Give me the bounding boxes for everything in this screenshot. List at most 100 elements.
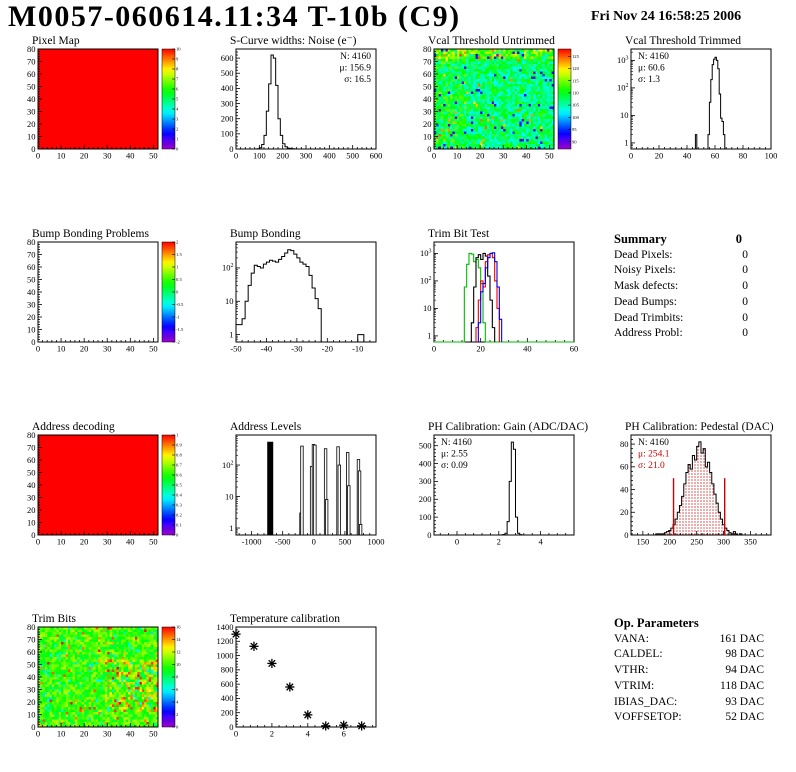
svg-text:200: 200 — [663, 537, 676, 547]
svg-text:125: 125 — [572, 54, 580, 59]
svg-text:-40: -40 — [261, 344, 272, 354]
svg-text:70: 70 — [423, 56, 432, 66]
svg-text:20: 20 — [423, 119, 432, 129]
svg-text:10: 10 — [57, 537, 65, 547]
svg-text:-50: -50 — [230, 344, 241, 354]
svg-text:0: 0 — [427, 144, 431, 154]
panel-trim-bit-test: 0 20 40 60 1 10 102 103 Trim Bit Test — [404, 226, 600, 362]
svg-text:-500: -500 — [275, 537, 291, 547]
svg-text:40: 40 — [27, 287, 36, 297]
bump_bonding-title: Bump Bonding — [230, 228, 301, 240]
vcal_untrimmed-chart: 0 10 20 30 40 5001020304050607080909510010511… — [423, 35, 580, 161]
svg-text:50: 50 — [545, 151, 554, 161]
svg-text:0.5: 0.5 — [176, 483, 182, 488]
scurve_noise-stat-line: μ: 156.9 — [340, 64, 372, 74]
ph_pedestal-stat-line: N: 4160 — [638, 438, 669, 448]
svg-text:150: 150 — [636, 537, 649, 547]
svg-text:4: 4 — [176, 107, 179, 112]
svg-text:10: 10 — [225, 491, 234, 501]
svg-text:500: 500 — [419, 441, 432, 451]
svg-text:500: 500 — [346, 151, 359, 161]
ph_pedestal-stat-line: σ: 21.0 — [638, 461, 665, 471]
summary-row-value: 0 — [742, 248, 748, 261]
vcal_trimmed-stat-line: σ: 1.3 — [638, 75, 660, 85]
summary-row-value: 0 — [742, 264, 748, 277]
svg-text:-30: -30 — [291, 344, 302, 354]
pixel_map-map — [38, 49, 158, 149]
svg-text:70: 70 — [27, 249, 36, 259]
svg-text:80: 80 — [27, 237, 36, 247]
svg-text:0.5: 0.5 — [176, 277, 182, 282]
svg-text:1: 1 — [176, 265, 179, 270]
svg-text:500: 500 — [339, 537, 352, 547]
svg-text:2: 2 — [176, 240, 179, 245]
svg-text:60: 60 — [27, 69, 36, 79]
svg-text:5: 5 — [176, 97, 179, 102]
vcal_trimmed-chart: 0 20 40 60 80 100 1 10 102 103 N: 4160 μ: 60.6σ: 1.… — [617, 35, 777, 161]
vcal_trimmed-histogram — [694, 56, 726, 150]
scurve_noise-title: S-Curve widths: Noise (e⁻) — [230, 35, 357, 47]
timestamp: Fri Nov 24 16:58:25 2006 — [591, 9, 742, 24]
svg-text:50: 50 — [149, 344, 158, 354]
svg-text:0: 0 — [312, 537, 316, 547]
svg-text:1: 1 — [229, 329, 233, 339]
svg-text:1: 1 — [176, 137, 179, 142]
svg-text:40: 40 — [522, 151, 531, 161]
svg-text:30: 30 — [423, 106, 432, 116]
svg-text:70: 70 — [27, 56, 36, 66]
svg-text:0.3: 0.3 — [176, 503, 182, 508]
svg-text:0: 0 — [176, 290, 179, 295]
trim_bit_test-series-0 — [434, 252, 574, 343]
panel-pixel-map: 0 10 20 30 40 50 0 10 20 30 40 50 60 70 80 0 1 2 3 4 5 6 7 8 9 10… — [8, 33, 204, 169]
svg-text:600: 600 — [221, 53, 234, 63]
svg-text:0.6: 0.6 — [176, 473, 182, 478]
svg-text:60: 60 — [27, 455, 36, 465]
address_levels-chart: -1000 -500 0 500 1000 1 10 102 Address Levels — [222, 421, 385, 547]
trim_bit_test-series-1 — [470, 252, 496, 343]
summary-row-label: Noisy Pixels: — [614, 264, 676, 277]
ph_pedestal-chart: 150 200 250 300 350 0 20 40 60 80 N: 4160 μ: 254.1σ… — [620, 421, 774, 547]
svg-text:10: 10 — [27, 131, 36, 141]
svg-text:30: 30 — [103, 344, 112, 354]
svg-text:1: 1 — [427, 331, 431, 341]
svg-text:95: 95 — [572, 127, 577, 132]
svg-text:40: 40 — [523, 344, 532, 354]
summary-row-label: Dead Bumps: — [614, 295, 677, 308]
svg-text:6: 6 — [176, 87, 179, 92]
svg-text:1: 1 — [229, 523, 233, 533]
vcal_untrimmed-title: Vcal Threshold Untrimmed — [428, 35, 555, 47]
svg-text:200: 200 — [276, 151, 289, 161]
svg-text:-0.5: -0.5 — [176, 302, 184, 307]
panel-bump-bonding: -50 -40 -30 -20 -10 1 10 102 Bump Bonding — [206, 226, 402, 362]
vcal_trimmed-title: Vcal Threshold Trimmed — [625, 35, 741, 47]
svg-text:300: 300 — [300, 151, 313, 161]
summary-header: Summary 0 — [614, 232, 748, 248]
svg-text:10: 10 — [57, 344, 65, 354]
svg-text:30: 30 — [27, 492, 36, 502]
svg-text:-20: -20 — [322, 344, 333, 354]
svg-text:30: 30 — [27, 299, 36, 309]
param-row: CALDEL: 98 DAC — [614, 647, 764, 663]
svg-text:7: 7 — [176, 77, 179, 82]
ph_gain-title: PH Calibration: Gain (ADC/DAC) — [428, 421, 588, 433]
svg-text:0: 0 — [176, 533, 179, 538]
svg-text:120: 120 — [572, 66, 580, 71]
svg-text:300: 300 — [221, 98, 234, 108]
param-value: 93 DAC — [725, 695, 764, 708]
param-row: IBIAS_DAC: 93 DAC — [614, 695, 764, 711]
svg-text:1: 1 — [176, 433, 179, 438]
summary-row-value: 0 — [742, 311, 748, 324]
param-value: 52 DAC — [725, 711, 764, 724]
summary-row: Address Probl: 0 — [614, 326, 748, 342]
param-label: IBIAS_DAC: — [614, 695, 678, 708]
svg-text:10: 10 — [423, 303, 432, 313]
svg-text:40: 40 — [423, 94, 432, 104]
svg-text:8: 8 — [176, 67, 179, 72]
scurve_noise-chart: 0 100 200 300 400 500 600 0 100 200 300 400 500 600 N:… — [221, 35, 383, 161]
svg-text:40: 40 — [126, 344, 135, 354]
scurve_noise-stat-line: σ: 16.5 — [344, 75, 371, 85]
svg-text:10: 10 — [620, 110, 629, 120]
plot-frame — [235, 241, 377, 343]
plot-frame — [37, 241, 159, 343]
param-row: VANA: 161 DAC — [614, 632, 764, 648]
